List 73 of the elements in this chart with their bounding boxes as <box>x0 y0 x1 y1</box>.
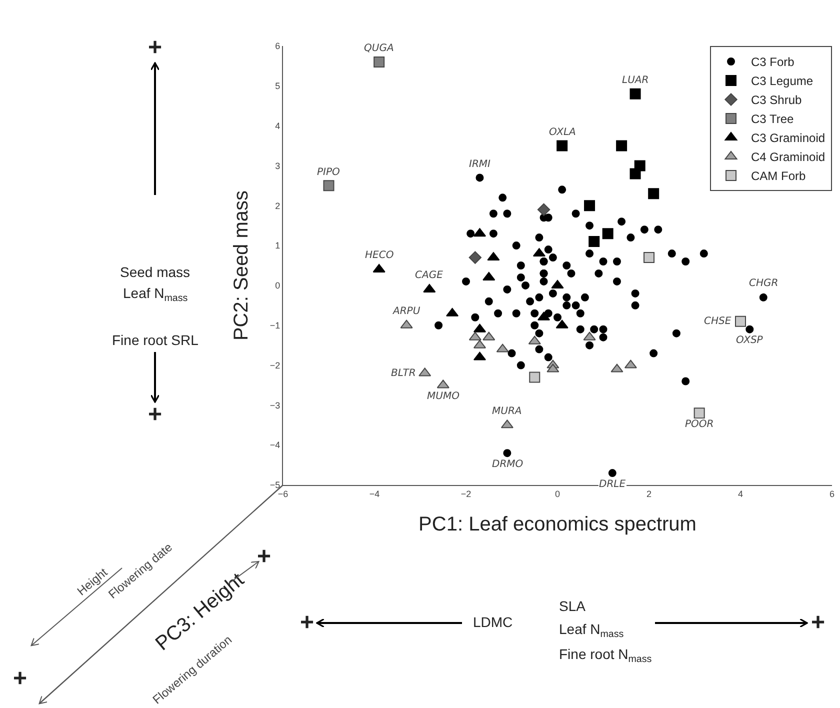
y-tick-label: −2 <box>270 360 280 370</box>
annotation: DRLE <box>599 479 626 490</box>
point <box>602 228 614 240</box>
y-tick-label: −1 <box>270 320 280 331</box>
legend-label: C4 Graminoid <box>751 150 826 164</box>
x-axis-title: PC1: Leaf economics spectrum <box>418 513 696 536</box>
annotation: MUMO <box>427 391 460 402</box>
annotation: HECO <box>365 250 394 261</box>
y-tick-label: −3 <box>270 400 280 410</box>
point <box>556 140 568 152</box>
annotation: POOR <box>685 419 714 430</box>
annotation: BLTR <box>391 368 416 379</box>
y-axis-title: PC2: Seed mass <box>230 190 252 341</box>
text: Fine root SRL <box>112 332 199 348</box>
text: + <box>811 609 826 636</box>
text: + <box>13 665 28 692</box>
y-tick-label: 3 <box>275 160 280 171</box>
x-tick-label: 2 <box>646 488 652 499</box>
annotation: LUAR <box>622 75 649 86</box>
point <box>644 252 654 264</box>
text: Leaf N$_{mass}$ <box>123 285 188 304</box>
annotation: ARPU <box>392 306 421 317</box>
point <box>616 140 628 152</box>
y-tick-label: 6 <box>275 41 280 52</box>
y-tick-label: 2 <box>275 200 280 211</box>
text: SLA <box>559 598 586 614</box>
point <box>630 88 641 100</box>
legend-label: CAM Forb <box>751 169 806 184</box>
point <box>323 180 334 192</box>
y-tick-label: 4 <box>275 120 280 131</box>
text: LDMC <box>473 614 513 630</box>
text: Fine root N$_{mass}$ <box>559 646 652 665</box>
annotation: QUGA <box>364 43 394 54</box>
point <box>588 236 600 248</box>
legend-label: C3 Shrub <box>751 93 802 108</box>
legend-label: C3 Legume <box>751 74 814 88</box>
y-tick-label: 5 <box>275 81 280 92</box>
text: + <box>300 609 314 636</box>
annotation: MURA <box>492 406 522 417</box>
text: + <box>148 34 162 61</box>
y-tick-label: −4 <box>270 440 280 450</box>
x-tick-label: 0 <box>554 488 560 499</box>
point <box>374 56 385 68</box>
point <box>584 200 596 212</box>
x-tick-label: 4 <box>738 488 744 499</box>
text: + <box>257 543 272 570</box>
x-tick-label: −2 <box>460 488 472 499</box>
legend-label: C3 Tree <box>751 112 794 126</box>
text: Leaf N$_{mass}$ <box>559 621 624 640</box>
text: + <box>148 401 162 428</box>
point <box>537 203 550 216</box>
text: Seed mass <box>120 264 190 280</box>
point <box>735 316 746 327</box>
point <box>648 188 660 200</box>
legend-label: C3 Forb <box>751 55 795 70</box>
annotation: OXSP <box>736 335 764 346</box>
point <box>529 372 540 383</box>
annotation: CHSE <box>704 316 732 327</box>
y-tick-label: 0 <box>275 280 280 291</box>
annotation: PIPO <box>317 167 340 178</box>
annotation: DRMO <box>492 459 524 470</box>
y-tick-label: −5 <box>270 480 280 490</box>
legend-label: C3 Graminoid <box>751 131 826 146</box>
annotation: IRMI <box>469 159 491 170</box>
annotation: CAGE <box>415 270 444 281</box>
annotation: OXLA <box>549 127 576 138</box>
x-tick-label: −4 <box>369 488 380 499</box>
annotation: CHGR <box>749 278 778 289</box>
y-tick-label: 1 <box>275 240 280 251</box>
x-tick-label: 6 <box>829 488 835 499</box>
point <box>630 168 641 180</box>
x-tick-label: −6 <box>278 488 288 499</box>
point <box>468 251 482 264</box>
